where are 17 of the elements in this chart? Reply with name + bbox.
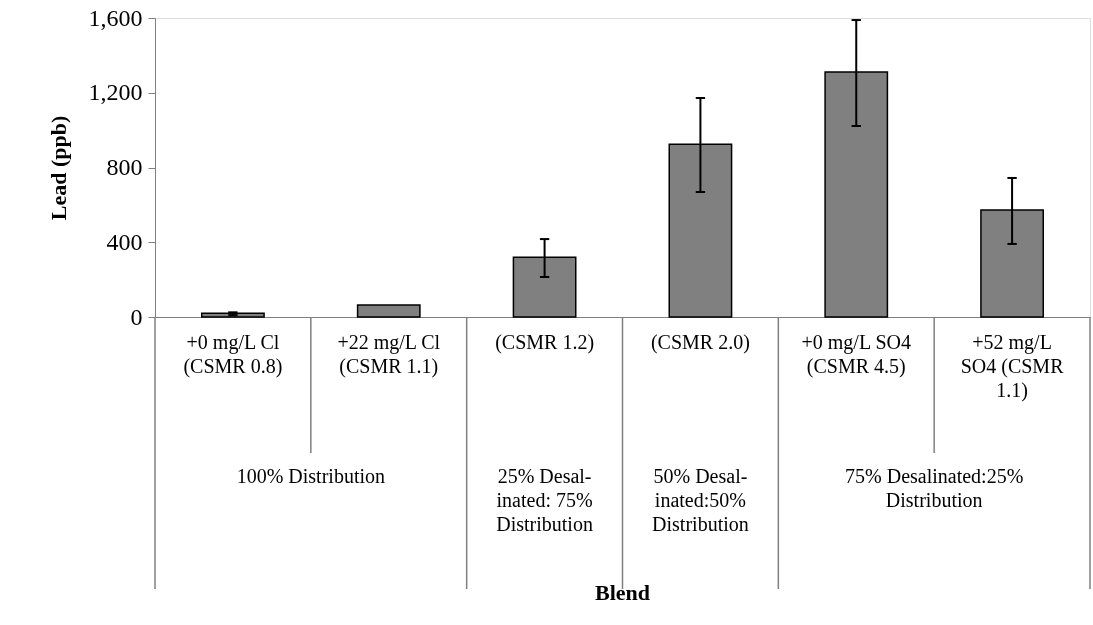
x-tick-label: (CSMR 1.2) [495,331,595,354]
text: 100% Distribution [236,465,386,487]
x-tick-label: +0 mg/L SO4 (CSMR 4.5) [801,331,911,378]
x-tick-label: (CSMR 2.0) [650,331,750,354]
x-tick-label: +0 mg/L Cl (CSMR 0.8) [183,331,283,378]
y-tick-label: 800 [106,154,143,180]
y-axis-title: Lead (ppb) [45,115,71,221]
text: 50% Desal- inated:50% Distribution [652,465,749,535]
y-tick-label: 0 [130,303,143,330]
text: 75% Desalinated:25% Distribution [845,465,1024,511]
x-tick-label: +22 mg/L Cl (CSMR 1.1) [337,331,441,378]
text: Blend [594,580,651,605]
y-tick-label: 1,600 [88,4,143,31]
y-tick-label: 400 [106,228,143,255]
y-tick-label: 1,200 [88,79,143,106]
text: 25% Desal- inated: 75% Distribution [496,465,593,535]
x-tick-label: +52 mg/L SO4 (CSMR 1.1) [960,331,1065,402]
